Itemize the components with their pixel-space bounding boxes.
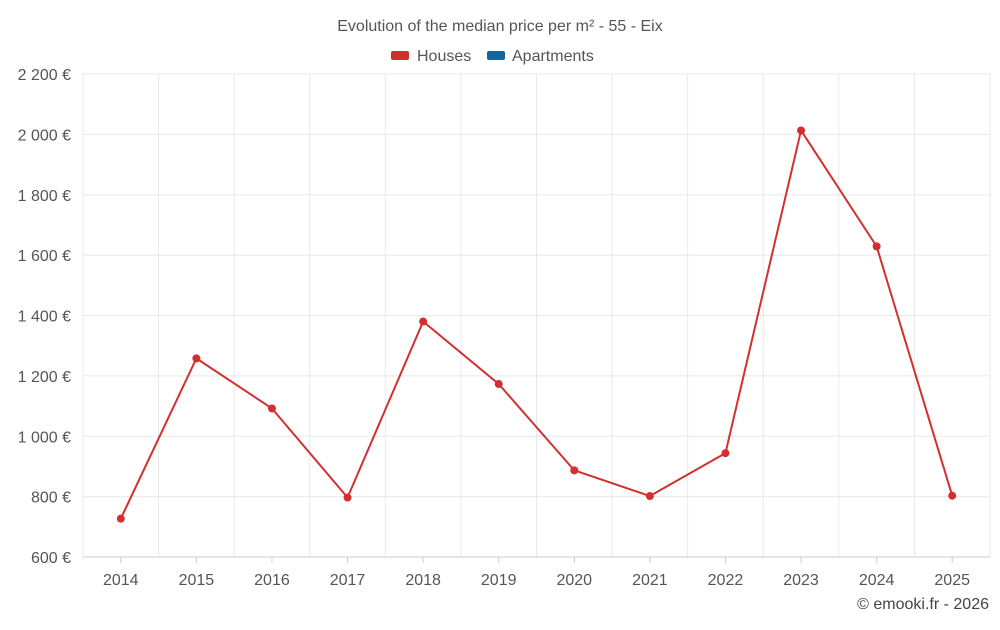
y-tick-label: 1 800 € xyxy=(18,188,71,205)
legend-swatch-houses xyxy=(391,51,409,60)
x-tick-label: 2018 xyxy=(405,572,441,589)
x-tick-label: 2014 xyxy=(103,572,139,589)
series-line-houses xyxy=(119,129,954,520)
y-tick-label: 1 000 € xyxy=(18,429,71,446)
x-tick-label: 2016 xyxy=(254,572,290,589)
credit-text: © emooki.fr - 2026 xyxy=(857,596,989,613)
legend-swatch-apartments xyxy=(487,51,505,60)
x-tick-label: 2021 xyxy=(632,572,668,589)
y-tick-label: 1 600 € xyxy=(18,248,71,265)
legend: Houses Apartments xyxy=(391,48,594,65)
y-tick-label: 600 € xyxy=(31,550,71,567)
legend-item-apartments[interactable]: Apartments xyxy=(487,48,594,65)
x-tick-label: 2017 xyxy=(330,572,366,589)
legend-label-houses: Houses xyxy=(417,48,471,65)
grid xyxy=(82,73,991,558)
y-axis: 600 € 800 € 1 000 € 1 200 € 1 400 € 1 600 € 1 … xyxy=(18,67,71,567)
data-point-houses-2014[interactable] xyxy=(116,514,125,523)
data-point-houses-2019[interactable] xyxy=(494,380,503,389)
x-tick-label: 2015 xyxy=(179,572,215,589)
legend-label-apartments: Apartments xyxy=(512,48,594,65)
x-tick-label: 2022 xyxy=(708,572,744,589)
x-tick-label: 2024 xyxy=(859,572,895,589)
series-layer xyxy=(116,126,957,523)
data-point-houses-2015[interactable] xyxy=(192,354,201,363)
chart-title: Evolution of the median price per m² - 5… xyxy=(337,18,662,35)
data-point-houses-2020[interactable] xyxy=(570,466,579,475)
x-tick-label: 2019 xyxy=(481,572,517,589)
x-tick-label: 2025 xyxy=(934,572,970,589)
y-tick-label: 2 000 € xyxy=(18,127,71,144)
data-point-houses-2021[interactable] xyxy=(645,492,654,501)
x-tick-label: 2023 xyxy=(783,572,819,589)
data-point-houses-2024[interactable] xyxy=(872,242,881,251)
data-point-houses-2023[interactable] xyxy=(797,126,806,135)
x-tick-label: 2020 xyxy=(556,572,592,589)
legend-item-houses[interactable]: Houses xyxy=(391,48,471,65)
data-point-houses-2017[interactable] xyxy=(343,493,352,502)
y-tick-label: 1 200 € xyxy=(18,369,71,386)
y-tick-label: 2 200 € xyxy=(18,67,71,84)
data-point-houses-2022[interactable] xyxy=(721,449,730,458)
y-tick-label: 1 400 € xyxy=(18,309,71,326)
data-point-houses-2018[interactable] xyxy=(419,317,428,326)
x-axis: 2014 2015 2016 2017 2018 2019 2020 2021 2022 2023… xyxy=(83,556,990,589)
data-point-houses-2016[interactable] xyxy=(267,404,276,413)
data-point-houses-2025[interactable] xyxy=(948,491,957,500)
y-tick-label: 800 € xyxy=(31,490,71,507)
